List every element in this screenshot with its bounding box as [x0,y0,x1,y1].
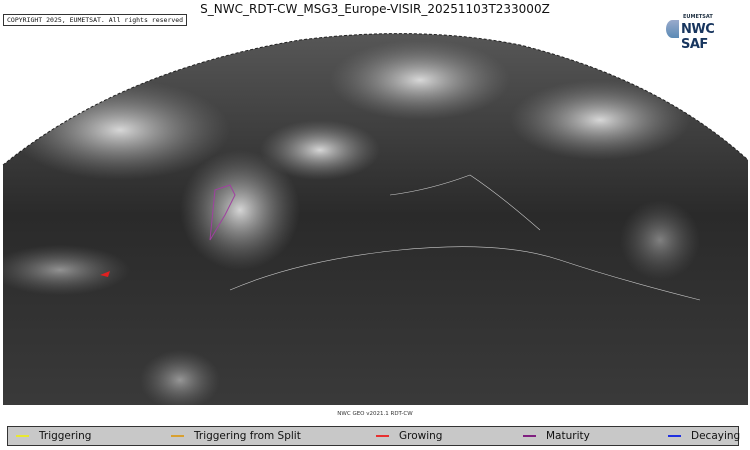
legend: Triggering Triggering from Split Growing… [7,426,740,446]
logo-mark-icon [666,20,679,38]
legend-item-decaying: Decaying [668,430,740,442]
legend-swatch [668,435,681,437]
logo-small-text: EUMETSAT [683,14,713,20]
legend-label: Growing [399,430,443,442]
version-label: NWC GEO v2021.1 RDT-CW [337,411,413,417]
legend-item-growing: Growing [376,430,442,442]
legend-swatch [16,435,29,437]
satellite-map [2,33,749,406]
legend-swatch [376,435,389,437]
image-title: S_NWC_RDT-CW_MSG3_Europe-VISIR_20251103T… [200,2,550,16]
nwcsaf-logo: EUMETSAT NWC SAF [664,14,744,52]
legend-swatch [171,435,184,437]
logo-big-text: NWC SAF [681,22,715,52]
copyright-notice: COPYRIGHT 2025, EUMETSAT. All rights res… [3,14,188,26]
legend-label: Triggering from Split [194,430,301,442]
legend-item-triggering: Triggering [16,430,91,442]
legend-swatch [523,435,536,437]
legend-label: Triggering [39,430,92,442]
legend-item-triggering-from-split: Triggering from Split [171,430,301,442]
legend-label: Decaying [691,430,741,442]
legend-label: Maturity [546,430,590,442]
legend-item-maturity: Maturity [523,430,590,442]
